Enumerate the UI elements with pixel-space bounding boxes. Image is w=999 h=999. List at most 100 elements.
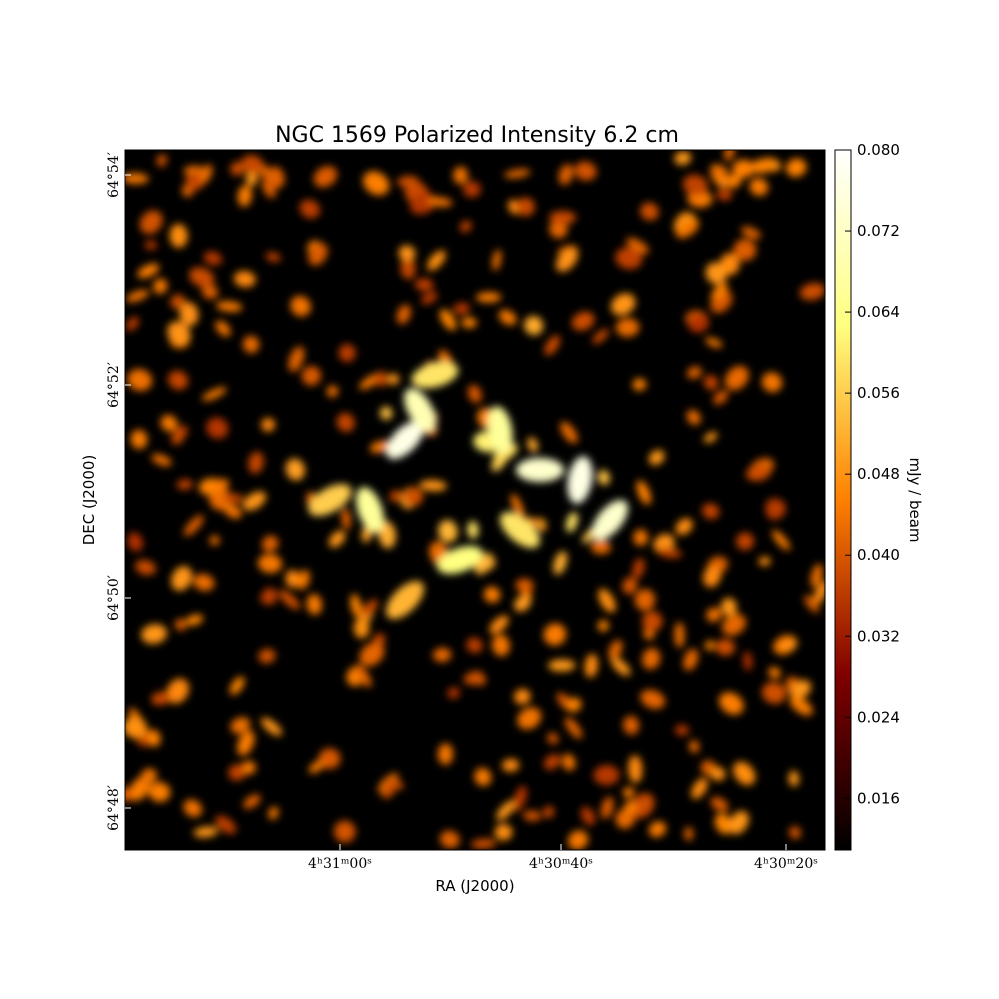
blob	[453, 166, 468, 185]
blob	[459, 220, 472, 233]
blob	[463, 671, 484, 685]
blob	[139, 210, 163, 234]
blob	[203, 251, 223, 266]
blob	[741, 226, 761, 240]
blob	[630, 793, 655, 819]
blob	[467, 384, 482, 404]
blob	[135, 559, 156, 576]
colorbar-tick-label: 0.048	[857, 465, 900, 483]
blob	[427, 250, 446, 271]
blob	[549, 211, 577, 225]
blob	[125, 716, 147, 739]
blob	[733, 239, 757, 261]
blob	[379, 406, 393, 420]
blob	[386, 421, 424, 459]
blob	[306, 594, 323, 615]
blob	[640, 689, 666, 709]
blob	[790, 680, 812, 699]
blob	[356, 487, 384, 533]
blob	[758, 556, 771, 566]
blob	[373, 633, 386, 646]
blob	[761, 682, 787, 704]
blob	[517, 707, 542, 730]
colorbar-tick-label: 0.040	[857, 546, 900, 564]
blob	[355, 664, 372, 688]
blob	[622, 577, 638, 595]
colorbar-tick-label: 0.064	[857, 303, 900, 321]
blob	[151, 691, 171, 706]
blob	[378, 520, 396, 549]
blob	[267, 166, 285, 189]
blob	[715, 639, 735, 656]
blob	[171, 566, 193, 591]
blob	[782, 639, 798, 651]
blob	[516, 458, 564, 482]
blob	[492, 634, 510, 657]
blob	[571, 311, 595, 331]
blob	[710, 165, 728, 180]
blob	[492, 249, 502, 271]
image-content	[125, 150, 825, 850]
blob	[765, 499, 786, 520]
blob	[510, 494, 525, 519]
blob	[640, 202, 659, 221]
blob	[262, 535, 279, 552]
blob	[437, 743, 454, 765]
blob	[209, 535, 220, 546]
colorbar-tick-label: 0.080	[857, 141, 900, 159]
blob	[494, 823, 513, 841]
blob	[567, 830, 589, 850]
blob	[193, 574, 215, 591]
x-tick-label: 4ʰ31ᵐ00ˢ	[308, 856, 372, 872]
blob	[768, 666, 781, 679]
blob	[359, 642, 385, 667]
blob	[789, 696, 813, 716]
blob	[170, 294, 186, 309]
blob	[404, 388, 436, 432]
blob	[548, 659, 576, 672]
blob	[736, 532, 754, 551]
blob	[453, 302, 471, 315]
blob	[432, 647, 452, 662]
blob	[516, 197, 535, 217]
blob	[624, 800, 638, 814]
blob	[328, 530, 346, 548]
blob	[361, 599, 378, 618]
blob	[522, 810, 542, 822]
blob	[564, 717, 583, 739]
blob	[285, 569, 300, 588]
y-tick-label: 64°50′	[106, 575, 122, 621]
blob	[597, 620, 609, 632]
blob	[487, 406, 513, 454]
blob	[437, 546, 483, 574]
x-tick-label: 4ʰ30ᵐ20ˢ	[754, 856, 818, 872]
blob	[515, 578, 534, 593]
blob	[632, 378, 647, 391]
x-tick-label: 4ʰ30ᵐ40ˢ	[529, 856, 593, 872]
plot-frame	[124, 149, 826, 851]
blob	[615, 318, 640, 337]
blob	[686, 366, 702, 379]
blob	[626, 237, 649, 254]
blob	[261, 417, 275, 432]
blob	[543, 623, 567, 646]
blob	[615, 808, 636, 829]
colorbar-tick-label: 0.032	[857, 627, 900, 645]
blob	[749, 178, 769, 196]
blob	[338, 344, 356, 362]
blob	[185, 614, 204, 626]
blob	[411, 361, 459, 389]
blob	[684, 826, 694, 841]
blob	[547, 732, 559, 744]
blob	[404, 487, 424, 506]
blob	[597, 470, 610, 486]
blob	[592, 328, 609, 344]
blob	[153, 278, 168, 294]
blob	[725, 365, 749, 391]
blob	[129, 777, 150, 801]
blob	[716, 188, 733, 201]
blob	[237, 185, 252, 207]
blob	[648, 449, 665, 465]
blob	[237, 730, 255, 756]
